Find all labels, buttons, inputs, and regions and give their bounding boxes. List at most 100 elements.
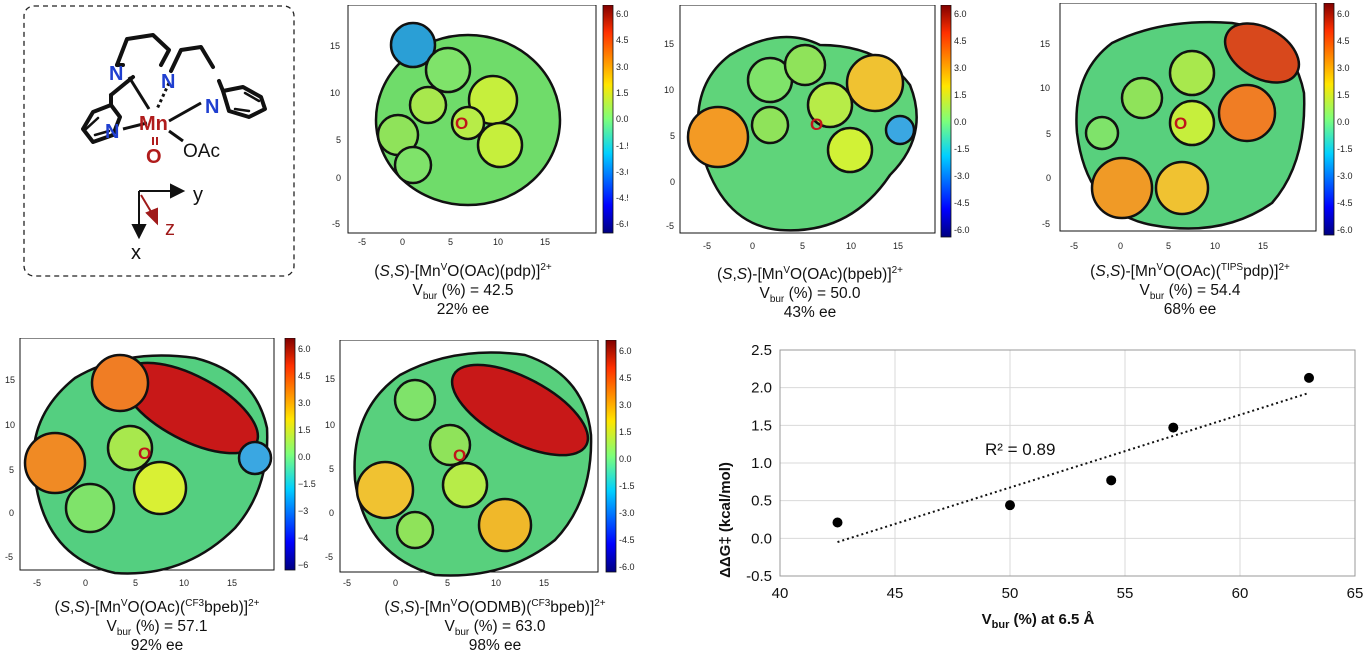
colorbar — [1323, 2, 1335, 236]
steric-surface — [686, 35, 918, 232]
svg-text:6.0: 6.0 — [619, 346, 632, 356]
svg-text:-1.5: -1.5 — [616, 141, 628, 151]
data-point — [1005, 500, 1015, 511]
steric-surface — [23, 353, 273, 575]
svg-text:-6.0: -6.0 — [1337, 225, 1353, 235]
svg-text:-6.0: -6.0 — [619, 562, 635, 572]
x-tick-label: 50 — [1002, 585, 1019, 602]
oxygen-label: O — [453, 446, 466, 465]
svg-text:-3.0: -3.0 — [619, 508, 635, 518]
axis-y-label: y — [193, 184, 203, 206]
svg-text:0.0: 0.0 — [619, 454, 632, 464]
map-5-caption: (S,S)-[MnVO(ODMB)(CF3bpeb)]2+ Vbur (%) =… — [384, 597, 606, 654]
colorbar-ticks: 6.0 4.5 3.0 1.5 0.0 -1.5 -3.0 -4.5 -6.0 — [1337, 9, 1353, 235]
steric-surface — [1075, 20, 1306, 230]
data-points — [832, 372, 1314, 528]
svg-text:-5: -5 — [666, 221, 674, 231]
chart-ticks: 40 45 50 55 60 65 2.5 2.0 1.5 1.0 0.5 0.0 -0.5 — [746, 342, 1363, 602]
svg-text:10: 10 — [491, 578, 501, 588]
svg-text:3.0: 3.0 — [616, 62, 628, 72]
svg-text:−4: −4 — [298, 533, 308, 543]
y-tick-label: 0.5 — [751, 493, 772, 510]
structure-panel: N N N N Mn O OAc y x z — [23, 5, 295, 277]
svg-text:0: 0 — [400, 237, 405, 247]
svg-text:-4.5: -4.5 — [954, 198, 970, 208]
svg-text:0: 0 — [83, 578, 88, 588]
svg-text:10: 10 — [5, 420, 15, 430]
svg-text:1.5: 1.5 — [954, 90, 967, 100]
oxygen-label: O — [455, 114, 468, 133]
svg-text:-4.5: -4.5 — [619, 535, 635, 545]
svg-text:-5: -5 — [343, 578, 351, 588]
svg-text:5: 5 — [9, 465, 14, 475]
steric-map-2: O -5 0 5 10 15 15 10 5 0 -5 6.0 4.5 3.0 … — [660, 4, 970, 255]
x-tick-label: 65 — [1347, 585, 1364, 602]
colorbar — [940, 4, 952, 238]
y-tick-label: 0.0 — [751, 530, 772, 547]
steric-surface — [353, 351, 593, 577]
y-axis-title: ΔΔG‡ (kcal/mol) — [717, 462, 734, 578]
svg-text:-5: -5 — [332, 219, 340, 229]
svg-text:10: 10 — [493, 237, 503, 247]
trendline — [837, 391, 1310, 544]
svg-text:10: 10 — [179, 578, 189, 588]
colorbar — [284, 337, 296, 571]
svg-text:5: 5 — [1166, 241, 1171, 251]
svg-text:10: 10 — [846, 241, 856, 251]
chart-grid — [779, 349, 1356, 577]
svg-text:15: 15 — [540, 237, 550, 247]
axis-x-label: x — [131, 242, 141, 264]
svg-text:0: 0 — [750, 241, 755, 251]
svg-text:15: 15 — [5, 375, 15, 385]
x-tick-label: 55 — [1117, 585, 1134, 602]
svg-text:-5: -5 — [703, 241, 711, 251]
svg-text:-5: -5 — [1070, 241, 1078, 251]
svg-text:10: 10 — [1210, 241, 1220, 251]
svg-text:-5: -5 — [1042, 219, 1050, 229]
svg-text:5: 5 — [1046, 129, 1051, 139]
svg-text:6.0: 6.0 — [298, 344, 311, 354]
svg-text:10: 10 — [330, 88, 340, 98]
svg-text:-4.5: -4.5 — [616, 193, 628, 203]
data-point — [1304, 372, 1314, 383]
chart-axes — [779, 349, 1356, 577]
y-tick-label: 2.5 — [751, 342, 772, 359]
svg-text:6.0: 6.0 — [616, 9, 628, 19]
n-atom-label: N — [205, 96, 219, 118]
correlation-chart: 40 45 50 55 60 65 2.5 2.0 1.5 1.0 0.5 0.0 -0.5 R² = … — [690, 330, 1367, 667]
svg-text:4.5: 4.5 — [619, 373, 632, 383]
svg-text:1.5: 1.5 — [619, 427, 632, 437]
svg-text:5: 5 — [133, 578, 138, 588]
axis-z-label: z — [165, 218, 175, 240]
data-point — [832, 517, 843, 528]
colorbar-ticks: 6.0 4.5 3.0 1.5 0.0 -1.5 -3.0 -4.5 -6.0 — [954, 9, 970, 235]
svg-text:0: 0 — [336, 173, 341, 183]
trendline-segment — [837, 391, 1310, 544]
svg-text:−6: −6 — [298, 560, 308, 570]
y-tick-label: 1.5 — [751, 417, 772, 434]
svg-text:-5: -5 — [5, 552, 13, 562]
steric-map-3: O -5 0 5 10 15 15 10 5 0 -5 6.0 4.5 3.0 … — [1032, 2, 1367, 253]
svg-text:3.0: 3.0 — [298, 398, 311, 408]
svg-text:15: 15 — [330, 41, 340, 51]
colorbar-ticks: 6.0 4.5 3.0 1.5 0.0 −1.5 −3 −4 −6 — [298, 344, 316, 570]
svg-text:3.0: 3.0 — [954, 63, 967, 73]
y-tick-label: -0.5 — [746, 568, 772, 585]
n-atom-label: N — [105, 121, 119, 143]
n-atom-label: N — [161, 71, 175, 93]
svg-text:-1.5: -1.5 — [954, 144, 970, 154]
x-tick-label: 45 — [887, 585, 904, 602]
svg-text:10: 10 — [325, 420, 335, 430]
svg-text:15: 15 — [893, 241, 903, 251]
svg-text:-1.5: -1.5 — [619, 481, 635, 491]
mn-atom-label: Mn — [139, 113, 168, 135]
svg-text:-6.0: -6.0 — [954, 225, 970, 235]
svg-text:5: 5 — [800, 241, 805, 251]
svg-text:6.0: 6.0 — [954, 9, 967, 19]
svg-text:10: 10 — [1040, 83, 1050, 93]
oxygen-label: O — [138, 444, 151, 463]
colorbar-ticks: 6.0 4.5 3.0 1.5 0.0 -1.5 -3.0 -4.5 -6.0 — [616, 9, 632, 229]
svg-text:3.0: 3.0 — [1337, 63, 1350, 73]
svg-text:4.5: 4.5 — [298, 371, 311, 381]
svg-text:10: 10 — [664, 85, 674, 95]
